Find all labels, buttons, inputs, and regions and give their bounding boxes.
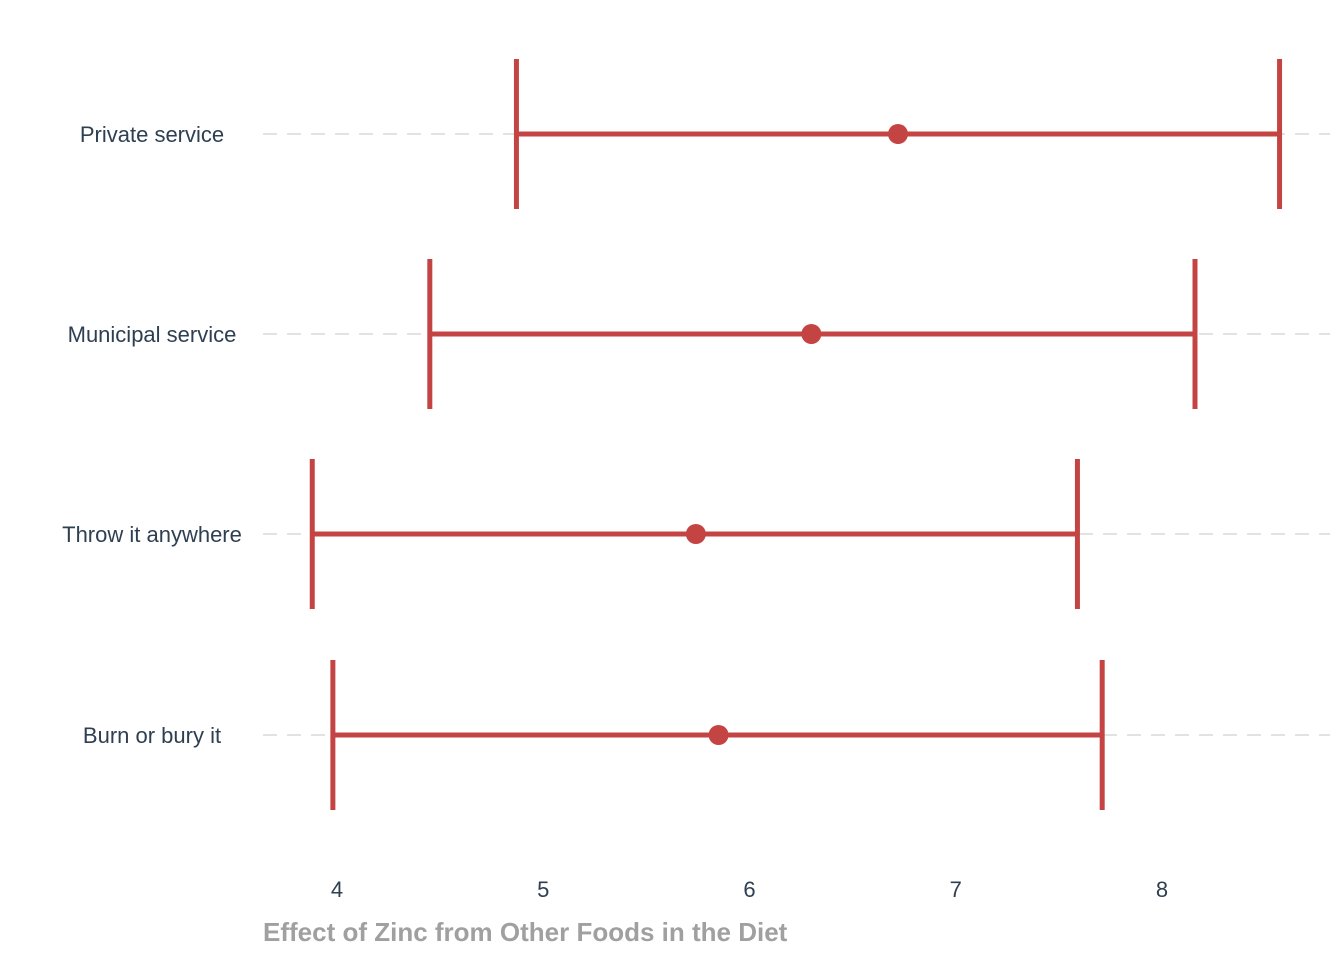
x-tick-label: 6: [743, 877, 755, 902]
error-bar: [513, 59, 1283, 209]
category-label: Burn or bury it: [83, 723, 221, 748]
estimate-point: [801, 324, 822, 344]
category-label: Throw it anywhere: [62, 522, 242, 547]
x-axis-ticks: 4 5 6 7 8: [331, 877, 1168, 902]
x-axis-title: Effect of Zinc from Other Foods in the D…: [263, 917, 788, 947]
grid-lines: [263, 133, 1330, 736]
category-label: Municipal service: [68, 322, 237, 347]
category-labels: Private service Municipal service Throw it…: [62, 122, 242, 748]
x-tick-label: 4: [331, 877, 343, 902]
error-bar: [309, 459, 1080, 609]
error-bar: [330, 660, 1105, 810]
x-tick-label: 7: [950, 877, 962, 902]
estimate-point: [888, 124, 908, 144]
x-tick-label: 8: [1156, 877, 1168, 902]
category-label: Private service: [80, 122, 224, 147]
estimate-point: [685, 524, 706, 544]
error-bar: [427, 259, 1198, 409]
estimate-point: [708, 725, 729, 745]
x-tick-label: 5: [537, 877, 549, 902]
error-bars: [309, 59, 1283, 810]
